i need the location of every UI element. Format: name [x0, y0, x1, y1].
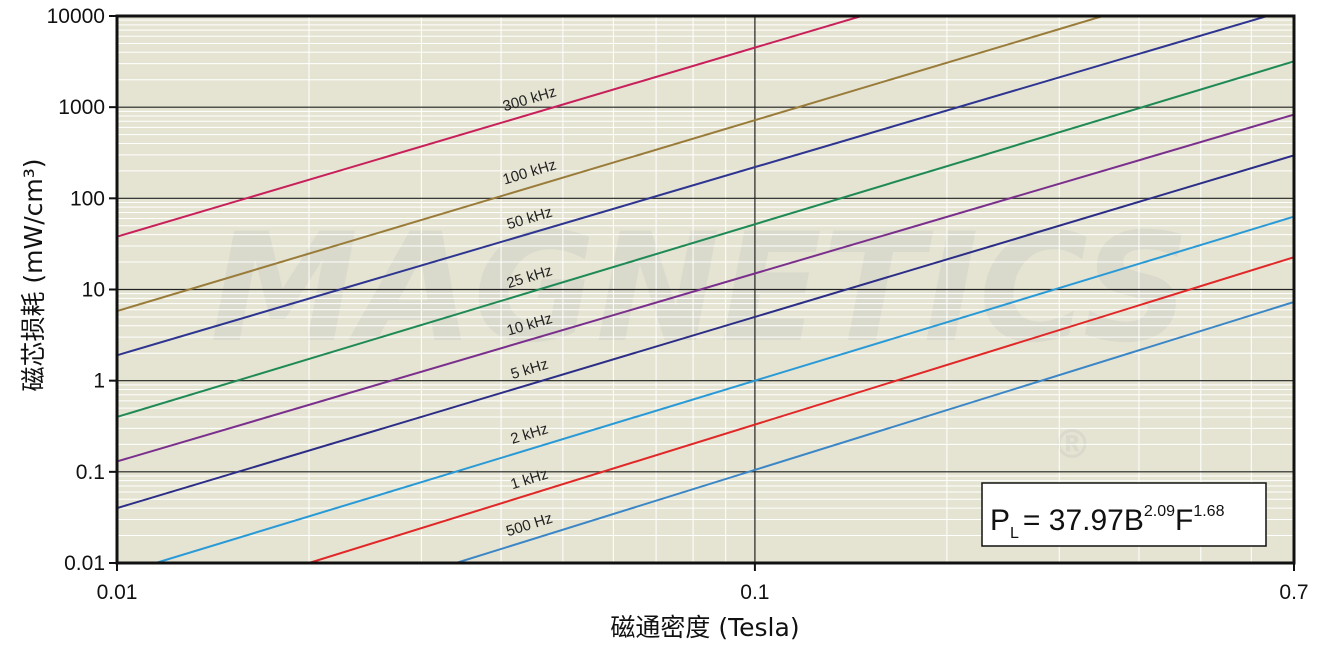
series-line — [117, 113, 1294, 463]
series-line — [155, 215, 1294, 563]
series-line — [117, 154, 1294, 510]
series-line — [117, 16, 1107, 313]
formula-coef: = 37.97B — [1023, 504, 1144, 537]
y-tick-label: 0.1 — [76, 461, 105, 484]
formula-sub: L — [1010, 525, 1019, 542]
series-line — [455, 301, 1294, 563]
formula-f: F — [1175, 504, 1193, 537]
series-lines — [117, 16, 1294, 563]
formula-f-exp: 1.68 — [1193, 503, 1224, 520]
series-line — [117, 16, 866, 238]
formula-frame — [981, 482, 1267, 547]
formula-text: PL = 37.97B2.09F1.68 — [990, 503, 1225, 542]
formula-b-exp: 2.09 — [1144, 503, 1175, 520]
y-tick-label: 1 — [93, 370, 105, 393]
x-tick-label: 0.7 — [1279, 581, 1308, 604]
y-tick-label: 10 — [82, 279, 105, 302]
x-axis-ticks: 0.01 0.1 0.7 — [97, 563, 1309, 604]
series-line — [308, 256, 1294, 563]
x-tick-label: 0.1 — [740, 581, 769, 604]
y-tick-label: 100 — [70, 187, 105, 210]
formula-box: PL = 37.97B2.09F1.68 — [981, 482, 1267, 547]
y-tick-label: 10000 — [47, 5, 105, 28]
y-tick-label: 0.01 — [64, 552, 105, 575]
formula-base: P — [990, 504, 1010, 537]
y-axis-title: 磁芯损耗 (mW/cm³) — [19, 158, 48, 391]
y-tick-label: 1000 — [58, 96, 105, 119]
y-axis-ticks: 0.01 0.1 1 10 100 1000 10000 — [47, 5, 117, 575]
x-axis-title: 磁通密度 (Tesla) — [610, 613, 799, 642]
x-tick-label: 0.01 — [97, 581, 138, 604]
series-line — [117, 60, 1294, 418]
watermark-registered: ® — [1052, 422, 1092, 468]
series-line — [117, 16, 1271, 357]
major-grid — [117, 16, 1294, 563]
